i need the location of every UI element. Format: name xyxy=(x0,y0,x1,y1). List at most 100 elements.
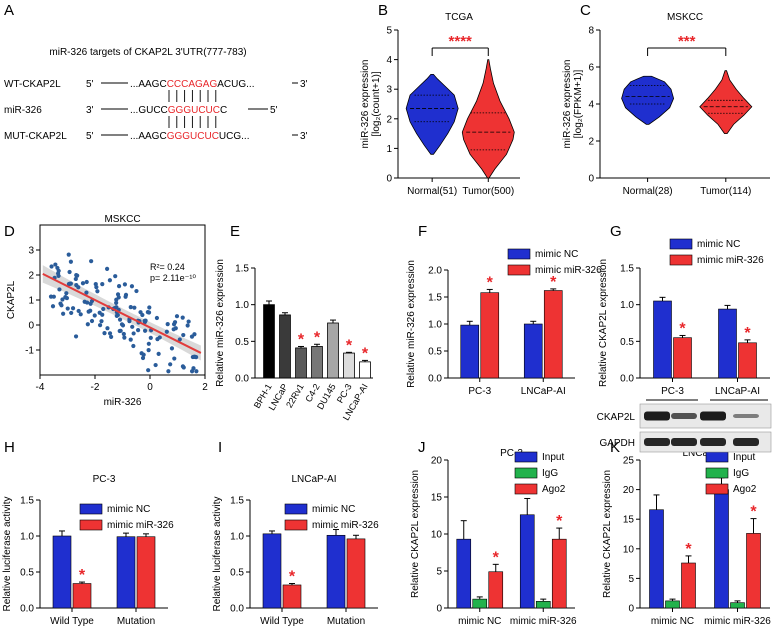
j-bar xyxy=(551,538,567,609)
d-scatter-point xyxy=(99,319,104,324)
c-y-label-unit: [log₂(FPKM+1)] xyxy=(573,69,584,138)
d-scatter-point xyxy=(65,306,70,311)
f-bar xyxy=(460,324,480,379)
b-y-tick-label: 0 xyxy=(386,174,392,185)
f-sig-star: * xyxy=(550,274,557,291)
a-seq-core: GGGUCUC xyxy=(168,105,220,116)
c-y-tick-label: 2 xyxy=(588,137,594,148)
k-bar xyxy=(746,533,761,609)
d-r2-annotation: R²= 0.24 xyxy=(150,262,185,272)
k-y-tick-label: 20 xyxy=(623,485,635,496)
h-legend-swatch xyxy=(79,519,103,531)
panel-label-d: D xyxy=(4,223,15,240)
d-x-tick-label: 2 xyxy=(202,382,208,393)
b-title: TCGA xyxy=(445,12,473,23)
f-bar xyxy=(480,292,500,379)
d-scatter-point xyxy=(174,314,180,319)
d-scatter-point xyxy=(64,291,69,296)
d-scatter-point xyxy=(57,287,62,292)
d-scatter-point xyxy=(185,323,190,328)
d-scatter-point xyxy=(156,351,161,356)
j-bar xyxy=(488,571,504,609)
k-legend-label: Ago2 xyxy=(733,484,757,495)
d-scatter-point xyxy=(115,292,121,297)
b-y-tick-label: 5 xyxy=(386,26,392,37)
d-scatter-point xyxy=(121,331,126,337)
d-x-tick-label: -4 xyxy=(36,382,45,393)
a-row-end-right: 3' xyxy=(300,79,308,90)
g-y-label: Relative CKAP2L expression xyxy=(598,259,609,387)
f-bar xyxy=(543,290,563,379)
d-scatter-point xyxy=(166,369,171,374)
d-scatter-point xyxy=(82,299,87,304)
g-y-tick-label: 1.0 xyxy=(620,300,634,311)
i-x-tick-label: Mutation xyxy=(327,616,365,627)
d-y-tick-label: -1 xyxy=(25,346,34,357)
d-scatter-point xyxy=(114,300,119,305)
h-bar xyxy=(72,583,92,609)
a-seq-post: C xyxy=(220,105,227,116)
e-y-tick-label: 0.5 xyxy=(235,337,249,348)
a-row-label: miR-326 xyxy=(4,105,42,116)
d-scatter-point xyxy=(186,319,191,324)
d-scatter-point xyxy=(122,282,127,287)
a-row-end-right: 3' xyxy=(300,131,308,142)
c-violin-tumor xyxy=(699,70,753,134)
d-plot-frame xyxy=(39,224,206,376)
d-regression-line xyxy=(42,272,202,354)
g-blot-label-ckap2l: CKAP2L xyxy=(597,412,636,423)
h-y-tick-label: 0.5 xyxy=(20,568,34,579)
j-y-tick-label: 20 xyxy=(431,456,443,467)
c-sig-stars: *** xyxy=(678,33,696,50)
d-scatter-point xyxy=(73,334,79,339)
g-band-ckap2l xyxy=(671,413,697,419)
d-scatter-point xyxy=(157,335,162,340)
k-y-tick-label: 10 xyxy=(623,544,635,555)
d-scatter-point xyxy=(127,318,132,324)
d-scatter-point xyxy=(193,354,199,360)
k-bar xyxy=(649,509,664,609)
a-seq-post: ACUG... xyxy=(217,79,254,90)
e-y-tick-label: 1.5 xyxy=(235,264,249,275)
i-x-tick-label: Wild Type xyxy=(260,616,304,627)
j-sig-star: * xyxy=(493,549,500,566)
i-bar xyxy=(326,534,346,609)
a-sequence: ...AAGCCCCAGAGACUG... xyxy=(130,79,254,90)
k-title: LNCaP-AI xyxy=(682,448,727,459)
g-bar xyxy=(718,308,737,379)
d-scatter-point xyxy=(147,305,152,310)
j-x-tick-label: mimic NC xyxy=(458,616,501,627)
d-y-tick-label: 0 xyxy=(28,321,34,332)
d-scatter-point xyxy=(172,356,177,361)
d-scatter-point xyxy=(55,265,60,271)
d-scatter-point xyxy=(109,334,114,340)
a-sequence: ...GUCCGGGUCUCC xyxy=(130,105,227,116)
c-x-tick-label: Tumor(114) xyxy=(700,186,751,197)
d-scatter-point xyxy=(113,274,118,279)
c-y-tick-label: 0 xyxy=(588,174,594,185)
e-y-label: Relative miR-326 expression xyxy=(215,259,226,387)
h-bar xyxy=(136,536,156,609)
f-legend-swatch xyxy=(507,248,531,260)
d-scatter-point xyxy=(117,317,123,322)
b-y-label: miR-326 expression xyxy=(360,60,371,149)
d-scatter-point xyxy=(86,309,91,314)
i-legend-swatch xyxy=(284,519,308,531)
e-bar xyxy=(311,346,323,379)
k-legend-swatch xyxy=(705,467,729,479)
k-y-label: Relative CKAP2L expression xyxy=(602,470,613,598)
g-legend-label: mimic NC xyxy=(697,239,740,250)
b-x-tick-label: Normal(51) xyxy=(407,186,457,197)
d-scatter-point xyxy=(84,290,89,295)
j-bar xyxy=(472,598,488,609)
d-scatter-point xyxy=(105,326,110,331)
b-y-tick-label: 1 xyxy=(386,144,392,155)
d-scatter-point xyxy=(80,281,86,286)
d-scatter-point xyxy=(101,306,106,312)
d-scatter-point xyxy=(78,312,83,317)
e-y-tick-label: 1.0 xyxy=(235,300,249,311)
d-x-tick-label: 0 xyxy=(147,382,153,393)
h-legend-swatch xyxy=(79,503,103,515)
d-scatter-point xyxy=(84,279,89,285)
d-scatter-point xyxy=(89,259,94,264)
